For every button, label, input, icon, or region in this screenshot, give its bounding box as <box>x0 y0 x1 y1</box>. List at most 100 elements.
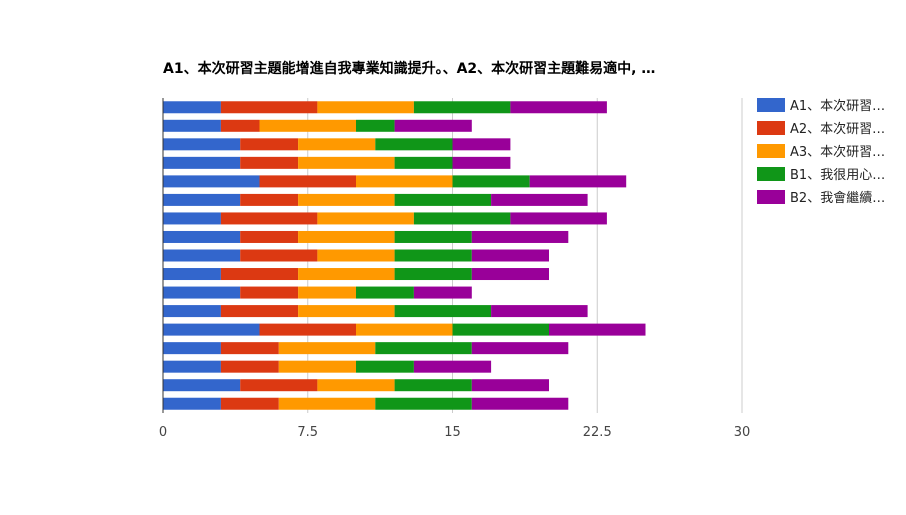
bar-segment[interactable] <box>298 138 376 151</box>
bar-segment[interactable] <box>471 342 569 355</box>
bar-segment[interactable] <box>394 119 472 132</box>
bar-segment[interactable] <box>163 249 241 262</box>
bar-segment[interactable] <box>259 119 357 132</box>
bar-segment[interactable] <box>163 212 221 225</box>
x-tick-label: 22.5 <box>583 425 612 440</box>
bar-segment[interactable] <box>220 101 318 114</box>
bar-segment[interactable] <box>259 323 357 336</box>
bar-segment[interactable] <box>394 305 492 318</box>
bar-segment[interactable] <box>549 323 646 336</box>
legend-label: B1、我很用心… <box>790 168 885 183</box>
bar-segment[interactable] <box>413 360 492 373</box>
bar-segment[interactable] <box>163 156 241 169</box>
bar-segment[interactable] <box>220 342 279 355</box>
bar-segment[interactable] <box>471 230 569 243</box>
bar-segment[interactable] <box>220 212 318 225</box>
bar-segment[interactable] <box>240 249 318 262</box>
bar-segment[interactable] <box>163 397 221 410</box>
legend-label: B2、我會繼續… <box>790 191 885 206</box>
bar-segment[interactable] <box>278 397 376 410</box>
bar-segment[interactable] <box>163 175 260 188</box>
bar-segment[interactable] <box>394 156 453 169</box>
bar-segment[interactable] <box>163 230 241 243</box>
bar-segment[interactable] <box>163 323 260 336</box>
bar-segment[interactable] <box>163 360 221 373</box>
bar-segment[interactable] <box>220 268 299 281</box>
bar-segment[interactable] <box>220 397 279 410</box>
bar-segment[interactable] <box>452 323 550 336</box>
bar-segment[interactable] <box>220 119 260 132</box>
legend-swatch <box>757 167 785 181</box>
bar-segment[interactable] <box>452 156 511 169</box>
bar-segment[interactable] <box>529 175 627 188</box>
bar-segment[interactable] <box>240 286 299 299</box>
bar-segment[interactable] <box>163 268 221 281</box>
bar-segment[interactable] <box>163 101 221 114</box>
bar-segment[interactable] <box>471 268 549 281</box>
bar-segment[interactable] <box>220 360 279 373</box>
bar-segment[interactable] <box>394 249 472 262</box>
bar-segment[interactable] <box>413 286 472 299</box>
bar-segment[interactable] <box>317 212 414 225</box>
bar-segment[interactable] <box>356 175 453 188</box>
bar-segment[interactable] <box>356 323 453 336</box>
legend-swatch <box>757 121 785 135</box>
bar-segment[interactable] <box>278 360 356 373</box>
bar-segment[interactable] <box>375 397 472 410</box>
bar-segment[interactable] <box>394 230 472 243</box>
legend-label: A1、本次研習… <box>790 98 885 114</box>
bar-segment[interactable] <box>240 379 318 392</box>
bar-segment[interactable] <box>298 305 395 318</box>
bar-segment[interactable] <box>298 156 395 169</box>
bar-segment[interactable] <box>240 193 299 206</box>
bar-segment[interactable] <box>471 397 569 410</box>
bar-segment[interactable] <box>240 156 299 169</box>
bar-segment[interactable] <box>163 286 241 299</box>
bar-segment[interactable] <box>356 360 414 373</box>
bar-segment[interactable] <box>413 101 511 114</box>
bar-segment[interactable] <box>240 230 299 243</box>
legend-swatch <box>757 98 785 112</box>
bar-segment[interactable] <box>298 193 395 206</box>
bar-segment[interactable] <box>375 138 453 151</box>
bar-segment[interactable] <box>317 379 395 392</box>
bar-segment[interactable] <box>240 138 299 151</box>
bar-segment[interactable] <box>259 175 357 188</box>
bar-segment[interactable] <box>413 212 511 225</box>
bar-segment[interactable] <box>163 379 241 392</box>
bar-segment[interactable] <box>298 286 356 299</box>
bar-segment[interactable] <box>452 138 511 151</box>
bar-segment[interactable] <box>394 268 472 281</box>
legend: A1、本次研習… A2、本次研習… A3、本次研習… B1、我很用心… B2、我會繼續… <box>757 98 885 206</box>
bar-segment[interactable] <box>452 175 530 188</box>
bar-segment[interactable] <box>471 379 549 392</box>
x-tick-label: 30 <box>734 425 751 440</box>
bar-segment[interactable] <box>220 305 299 318</box>
bar-segment[interactable] <box>317 249 395 262</box>
bar-segment[interactable] <box>471 249 549 262</box>
bar-segment[interactable] <box>278 342 376 355</box>
bar-segment[interactable] <box>163 193 241 206</box>
x-tick-label: 7.5 <box>297 425 318 440</box>
legend-swatch <box>757 144 785 158</box>
bar-segment[interactable] <box>491 193 588 206</box>
bar-segment[interactable] <box>356 286 414 299</box>
bar-segment[interactable] <box>298 268 395 281</box>
bar-segment[interactable] <box>491 305 588 318</box>
bar-segment[interactable] <box>163 119 221 132</box>
bar-segment[interactable] <box>163 342 221 355</box>
bar-segment[interactable] <box>317 101 414 114</box>
bar-segment[interactable] <box>510 101 607 114</box>
bar-segment[interactable] <box>394 379 472 392</box>
bar-segment[interactable] <box>375 342 472 355</box>
x-tick-label: 15 <box>444 425 461 440</box>
bar-segment[interactable] <box>163 305 221 318</box>
bar-segment[interactable] <box>356 119 395 132</box>
bar-segment[interactable] <box>163 138 241 151</box>
chart-title: A1、本次研習主題能增進自我專業知識提升。、A2、本次研習主題難易適中, … <box>163 61 656 77</box>
bar-segment[interactable] <box>510 212 607 225</box>
bar-segment[interactable] <box>394 193 492 206</box>
bar-segment[interactable] <box>298 230 395 243</box>
